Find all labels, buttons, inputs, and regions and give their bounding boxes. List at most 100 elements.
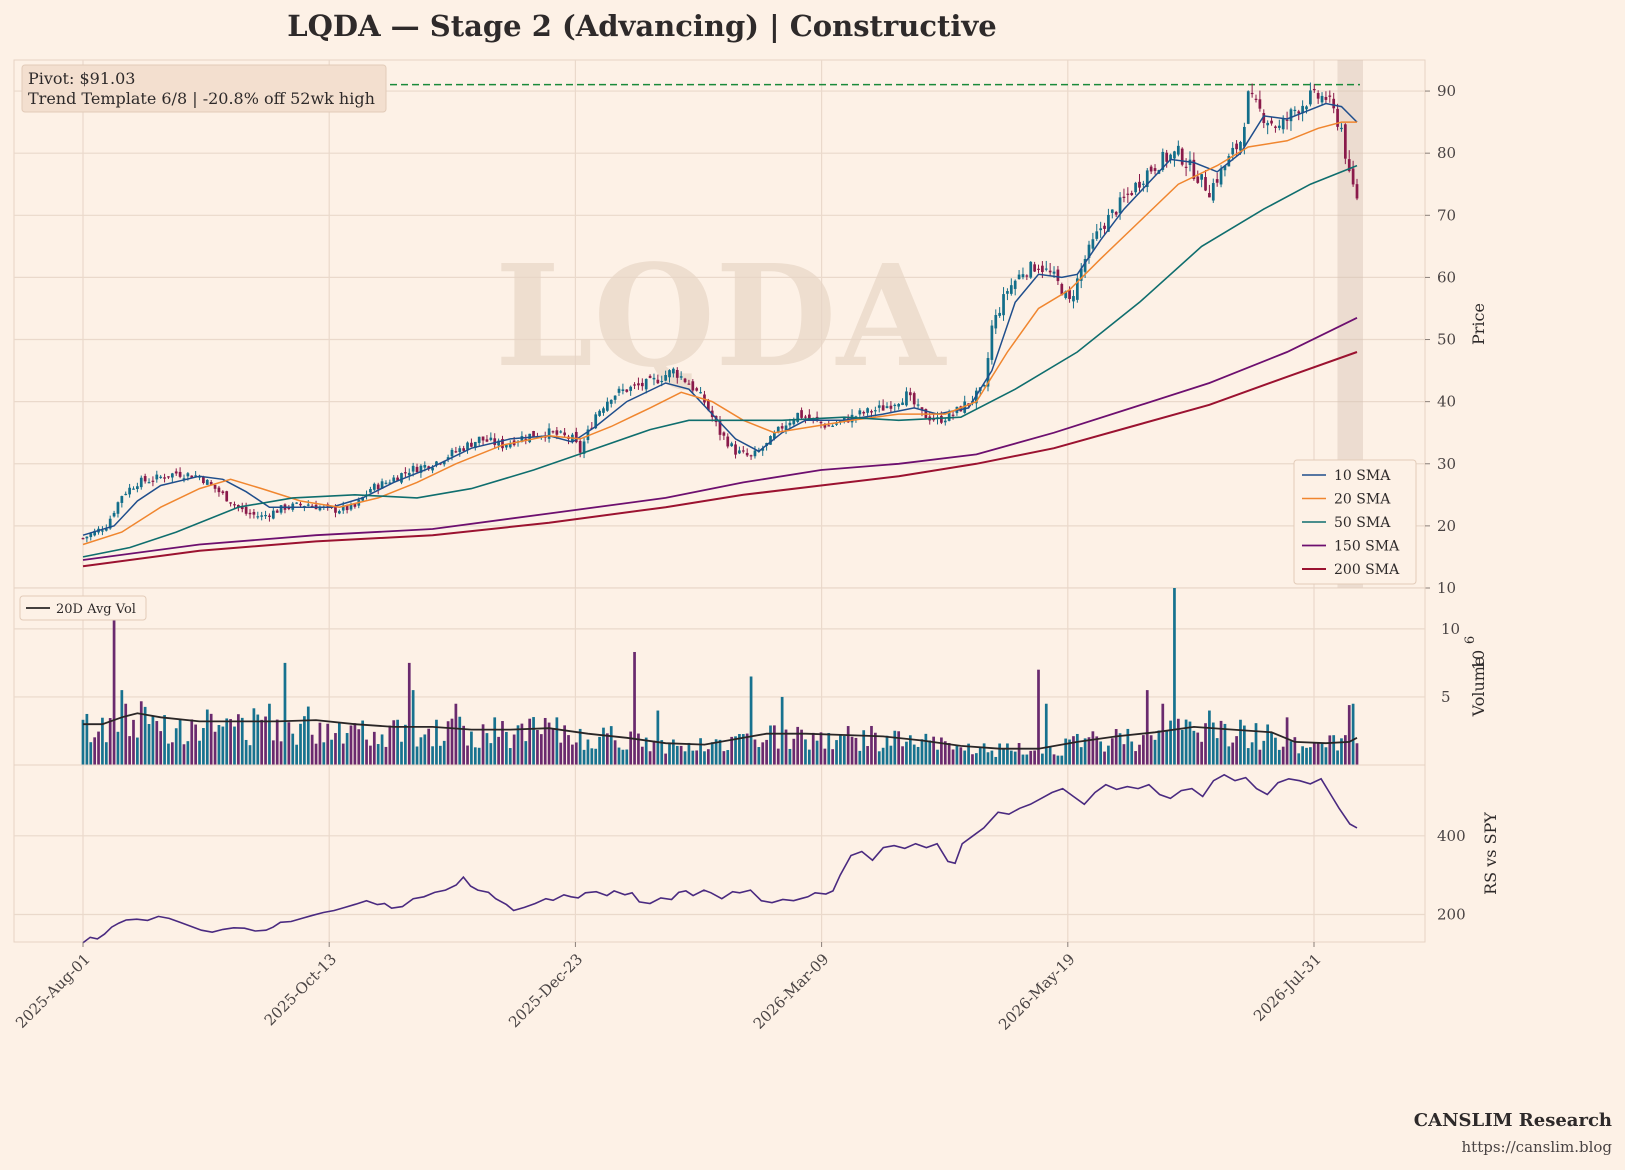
- candle-body: [1002, 294, 1005, 316]
- candle-body: [1316, 93, 1320, 99]
- volume-bar: [959, 747, 963, 765]
- volume-bar: [147, 724, 151, 765]
- rs-axis-label: RS vs SPY: [1481, 812, 1500, 895]
- volume-bar: [1235, 736, 1238, 765]
- candle-body: [458, 448, 462, 453]
- candle-body: [1052, 271, 1056, 274]
- candle-body: [621, 389, 625, 391]
- volume-bar: [796, 726, 800, 765]
- candle-body: [594, 414, 598, 429]
- volume-bar: [1068, 739, 1071, 765]
- legend-entry: 150 SMA: [1334, 539, 1400, 555]
- chart-title: LQDA — Stage 2 (Advancing) | Constructiv…: [287, 9, 996, 43]
- candle-body: [862, 411, 866, 414]
- candle-body: [372, 483, 376, 490]
- avg-vol-legend-label: 20D Avg Vol: [56, 602, 136, 617]
- candle-body: [784, 425, 788, 432]
- volume-bar: [182, 744, 186, 765]
- volume-bar: [998, 743, 1002, 765]
- candle-body: [1122, 196, 1126, 198]
- volume-bar: [1250, 742, 1254, 765]
- volume-bar: [279, 741, 283, 765]
- candle-body: [450, 449, 454, 457]
- candle-body: [901, 402, 904, 405]
- candle-body: [244, 506, 248, 514]
- candle-body: [1017, 274, 1021, 280]
- candle-body: [749, 455, 753, 457]
- volume-bar: [1052, 754, 1056, 765]
- candle-body: [1309, 90, 1312, 105]
- volume-bar: [163, 715, 166, 765]
- candle-body: [132, 488, 135, 490]
- volume-bar: [528, 718, 532, 765]
- volume-bar: [1180, 729, 1184, 765]
- candle-body: [1041, 265, 1044, 273]
- volume-bar: [198, 740, 201, 765]
- volume-bar: [637, 733, 640, 765]
- candle-body: [1176, 145, 1180, 155]
- volume-bar: [1134, 751, 1137, 765]
- candle-body: [648, 375, 652, 378]
- volume-bar: [139, 701, 143, 765]
- candle-body: [1347, 159, 1351, 172]
- sma-line-200-sma: [82, 351, 1358, 568]
- volume-bar: [473, 747, 477, 765]
- candle-body: [108, 518, 112, 529]
- volume-bar: [392, 720, 396, 765]
- volume-bar: [1002, 748, 1005, 765]
- candle-body: [256, 516, 260, 518]
- volume-bar: [571, 744, 574, 765]
- volume-bar: [780, 696, 784, 765]
- candle-body: [120, 496, 124, 503]
- volume-bar: [209, 713, 213, 765]
- volume-bar: [586, 739, 590, 765]
- candle-body: [1289, 109, 1293, 122]
- volume-bar: [652, 740, 656, 765]
- volume-bar: [132, 719, 135, 765]
- candle-body: [229, 502, 232, 504]
- candle-body: [1075, 278, 1079, 300]
- candle-body: [295, 502, 298, 504]
- volume-bar: [271, 740, 275, 765]
- candle-body: [501, 439, 504, 449]
- candle-body: [734, 444, 737, 455]
- volume-bar: [613, 740, 617, 765]
- volume-bar: [322, 742, 326, 765]
- candle-body: [640, 382, 644, 387]
- volume-bar: [582, 749, 586, 765]
- candle-body: [947, 411, 951, 421]
- candle-body: [384, 482, 388, 484]
- volume-bar: [1072, 736, 1075, 765]
- volume-bar: [1262, 740, 1266, 765]
- candle-body: [369, 489, 372, 493]
- volume-bar: [1021, 754, 1025, 765]
- volume-tick-label: 10: [1441, 620, 1460, 638]
- candle-body: [221, 491, 225, 494]
- candle-body: [275, 510, 279, 513]
- candle-body: [264, 514, 267, 517]
- volume-bar: [365, 739, 368, 765]
- candle-body: [574, 431, 578, 443]
- candle-body: [773, 433, 776, 439]
- candle-body: [823, 424, 827, 428]
- legend-entry: 200 SMA: [1334, 562, 1400, 578]
- volume-bar: [427, 728, 431, 765]
- candle-body: [745, 452, 749, 456]
- volume-bar: [1281, 746, 1285, 765]
- volume-bar: [788, 748, 792, 765]
- candle-body: [866, 408, 869, 413]
- volume-bar: [512, 734, 516, 765]
- candle-body: [481, 436, 485, 441]
- volume-bar: [936, 749, 939, 765]
- volume-bar: [128, 736, 131, 765]
- volume-bar: [404, 724, 407, 765]
- volume-bar: [1196, 732, 1200, 765]
- candle-body: [81, 538, 85, 540]
- candle-body: [186, 473, 190, 477]
- volume-bar: [438, 745, 442, 765]
- volume-bar: [769, 725, 772, 765]
- volume-bar: [594, 748, 598, 765]
- volume-bar: [1297, 753, 1301, 765]
- candle-body: [1324, 96, 1328, 100]
- candle-body: [217, 487, 221, 493]
